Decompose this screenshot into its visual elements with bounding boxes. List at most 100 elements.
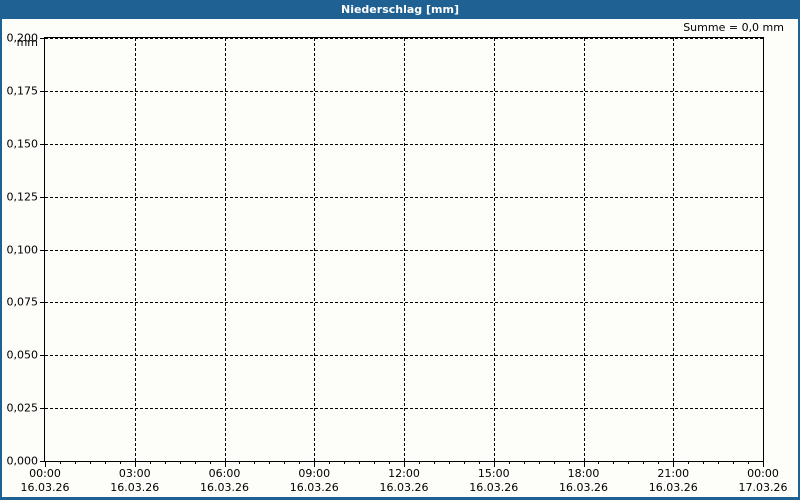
- x-axis-label: 06:00 16.03.26: [200, 467, 249, 495]
- x-axis-label-date: 16.03.26: [469, 481, 519, 494]
- x-axis-label-time: 09:00: [298, 467, 331, 480]
- x-axis-label: 09:00 16.03.26: [290, 467, 339, 495]
- x-axis-minor-tick: [643, 461, 645, 464]
- y-axis-unit-label: mm: [16, 36, 38, 49]
- gridline-vertical: [583, 38, 585, 461]
- x-axis-minor-tick: [538, 461, 540, 464]
- y-axis-tick: [40, 302, 45, 304]
- x-axis-tick: [224, 461, 226, 467]
- x-axis-label: 03:00 16.03.26: [110, 467, 159, 495]
- x-axis-minor-tick: [209, 461, 211, 464]
- x-axis-minor-tick: [703, 461, 705, 464]
- x-axis-label-time: 06:00: [208, 467, 241, 480]
- gridline-vertical: [134, 38, 136, 461]
- x-axis-minor-tick: [179, 461, 181, 464]
- x-axis-label: 12:00 16.03.26: [380, 467, 429, 495]
- x-axis-minor-tick: [688, 461, 690, 464]
- y-axis-tick: [40, 249, 45, 251]
- y-axis-tick: [40, 461, 45, 462]
- x-axis-minor-tick: [119, 461, 121, 464]
- x-axis-minor-tick: [269, 461, 271, 464]
- y-axis-tick: [40, 143, 45, 145]
- x-axis-tick: [45, 461, 46, 467]
- x-axis-minor-tick: [149, 461, 151, 464]
- x-axis-label-date: 16.03.26: [289, 481, 339, 494]
- y-axis-label: 0,025: [6, 401, 39, 415]
- x-axis-minor-tick: [374, 461, 376, 464]
- x-axis-label-date: 16.03.26: [200, 481, 249, 494]
- y-axis-label: 0,150: [6, 137, 39, 151]
- x-axis-tick: [134, 461, 136, 467]
- gridline-vertical: [314, 38, 316, 461]
- x-axis-tick: [673, 461, 675, 467]
- x-axis-minor-tick: [194, 461, 196, 464]
- plot-area: 0,000 0,025 0,050 0,075 0,100 0,125 0,150 0,175…: [7, 32, 788, 495]
- x-axis-minor-tick: [598, 461, 600, 464]
- plot-inner: 0,000 0,025 0,050 0,075 0,100 0,125 0,150 0,175…: [7, 32, 788, 495]
- x-axis-label-date: 16.03.26: [20, 481, 70, 494]
- sum-annotation: Summe = 0,0 mm: [683, 21, 784, 34]
- x-axis-label: 18:00 16.03.26: [559, 467, 608, 495]
- x-axis-tick: [314, 461, 316, 467]
- y-axis-tick: [40, 196, 45, 198]
- y-axis-label: 0,000: [6, 454, 39, 468]
- x-axis-minor-tick: [164, 461, 166, 464]
- x-axis-label: 00:00 16.03.26: [21, 467, 70, 495]
- y-axis-label: 0,075: [6, 295, 39, 309]
- x-axis-label-date: 16.03.26: [559, 481, 608, 494]
- x-axis-minor-tick: [59, 461, 61, 464]
- x-axis-minor-tick: [418, 461, 420, 464]
- x-axis-minor-tick: [104, 461, 106, 464]
- x-axis-label-time: 00:00: [747, 467, 779, 480]
- x-axis-tick: [763, 461, 764, 467]
- y-axis-tick: [40, 408, 45, 410]
- x-axis-minor-tick: [239, 461, 241, 464]
- x-axis-minor-tick: [299, 461, 301, 464]
- x-axis-minor-tick: [74, 461, 76, 464]
- y-axis-label: 0,200: [6, 31, 39, 45]
- x-axis-tick: [404, 461, 405, 467]
- x-axis-minor-tick: [254, 461, 256, 464]
- y-axis-label: 0,125: [6, 190, 39, 204]
- y-axis-label: 0,175: [6, 84, 39, 98]
- y-axis-tick: [40, 90, 45, 92]
- x-axis-label-date: 16.03.26: [648, 481, 698, 494]
- x-axis-label-time: 15:00: [477, 467, 510, 480]
- y-axis-tick: [40, 38, 45, 39]
- y-axis-label: 0,100: [6, 243, 39, 256]
- x-axis-label-time: 21:00: [657, 467, 690, 480]
- x-axis-minor-tick: [389, 461, 391, 464]
- gridline-vertical: [224, 38, 226, 461]
- x-axis-minor-tick: [448, 461, 450, 464]
- x-axis-minor-tick: [433, 461, 435, 464]
- x-axis-label-date: 16.03.26: [379, 481, 429, 494]
- x-axis-label: 00:00 17.03.26: [739, 467, 788, 495]
- x-axis-tick: [583, 461, 585, 467]
- x-axis-label-time: 03:00: [118, 467, 151, 480]
- x-axis-minor-tick: [613, 461, 615, 464]
- x-axis-minor-tick: [329, 461, 331, 464]
- x-axis-label: 15:00 16.03.26: [469, 467, 518, 495]
- gridline-vertical: [404, 38, 405, 461]
- x-axis-minor-tick: [359, 461, 361, 464]
- x-axis-minor-tick: [733, 461, 735, 464]
- x-axis-minor-tick: [89, 461, 91, 464]
- x-axis-label-date: 17.03.26: [738, 481, 788, 494]
- x-axis-minor-tick: [523, 461, 525, 464]
- x-axis-minor-tick: [568, 461, 570, 464]
- gridline-vertical: [493, 38, 495, 461]
- x-axis-label: 21:00 16.03.26: [649, 467, 698, 495]
- y-axis-tick: [40, 355, 45, 357]
- x-axis-minor-tick: [478, 461, 480, 464]
- x-axis-label-time: 18:00: [567, 467, 600, 480]
- x-axis-minor-tick: [718, 461, 720, 464]
- x-axis-minor-tick: [284, 461, 286, 464]
- x-axis-label-date: 16.03.26: [110, 481, 160, 494]
- x-axis-minor-tick: [344, 461, 346, 464]
- x-axis-minor-tick: [508, 461, 510, 464]
- y-axis-label: 0,050: [6, 348, 39, 362]
- x-axis-minor-tick: [463, 461, 465, 464]
- x-axis-minor-tick: [748, 461, 750, 464]
- x-axis-minor-tick: [628, 461, 630, 464]
